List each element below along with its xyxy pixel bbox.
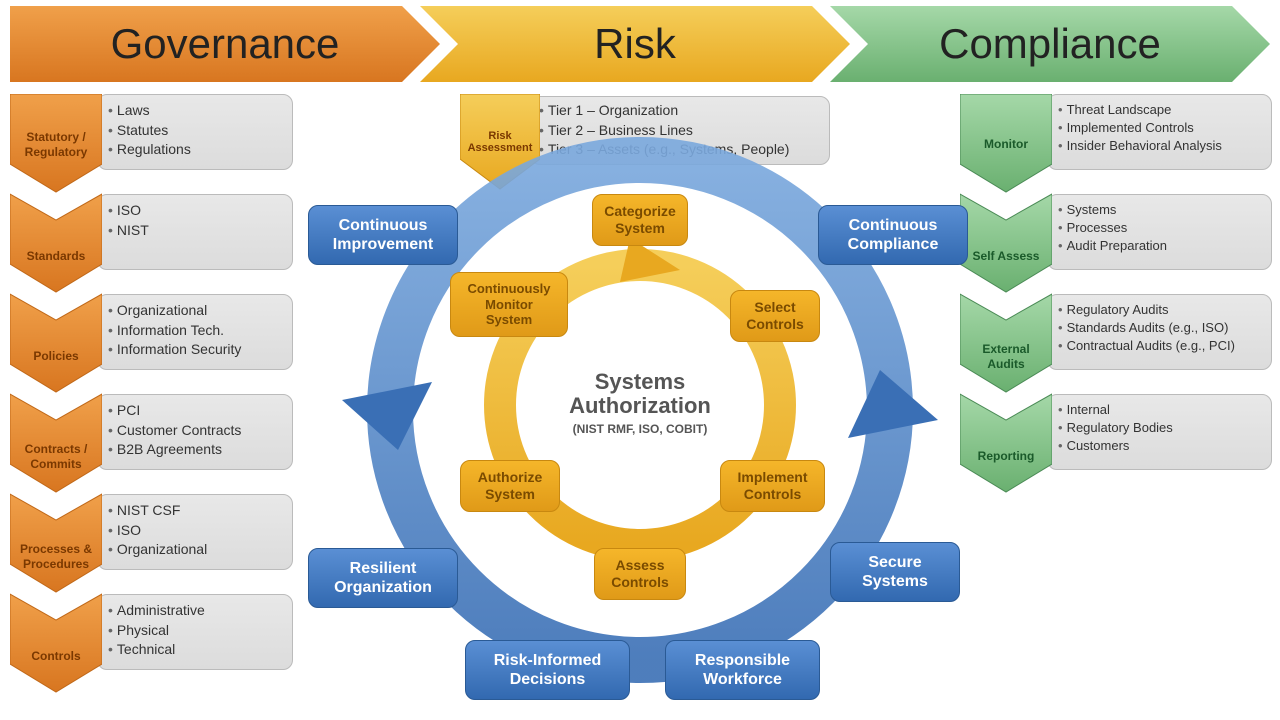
- compliance-detail-box: SystemsProcessesAudit Preparation: [1047, 194, 1272, 270]
- governance-detail-box: ISONIST: [97, 194, 293, 270]
- bullet-item: Regulations: [108, 140, 282, 160]
- bullet-item: B2B Agreements: [108, 440, 282, 460]
- bullet-item: Insider Behavioral Analysis: [1058, 137, 1261, 155]
- bullet-item: ISO: [108, 521, 282, 541]
- blue-secure-systems: Secure Systems: [830, 542, 960, 602]
- bullet-item: Regulatory Bodies: [1058, 419, 1261, 437]
- bullet-item: Administrative: [108, 601, 282, 621]
- governance-detail-box: PCICustomer ContractsB2B Agreements: [97, 394, 293, 470]
- blue-responsible-workforce: Responsible Workforce: [665, 640, 820, 700]
- orange-categorize: Categorize System: [592, 194, 688, 246]
- bullet-item: PCI: [108, 401, 282, 421]
- bullet-item: Regulatory Audits: [1058, 301, 1261, 319]
- bullet-item: Organizational: [108, 301, 282, 321]
- header-compliance-label: Compliance: [939, 20, 1161, 68]
- orange-select: Select Controls: [730, 290, 820, 342]
- governance-chevron-label: Processes & Procedures: [11, 514, 101, 599]
- bullet-item: Customers: [1058, 437, 1261, 455]
- bullet-item: Contractual Audits (e.g., PCI): [1058, 337, 1261, 355]
- blue-continuous-compliance: Continuous Compliance: [818, 205, 968, 265]
- bullet-item: Tier 1 – Organization: [539, 101, 821, 121]
- compliance-detail-box: InternalRegulatory BodiesCustomers: [1047, 394, 1272, 470]
- governance-chevron-label: Standards: [11, 214, 101, 299]
- blue-risk-informed-decisions: Risk-Informed Decisions: [465, 640, 630, 700]
- orange-authorize: Authorize System: [460, 460, 560, 512]
- blue-continuous-improvement: Continuous Improvement: [308, 205, 458, 265]
- bullet-item: Threat Landscape: [1058, 101, 1261, 119]
- bullet-item: Technical: [108, 640, 282, 660]
- center-label: Systems Authorization (NIST RMF, ISO, CO…: [540, 370, 740, 436]
- governance-chevron-label: Controls: [11, 614, 101, 699]
- governance-detail-box: NIST CSFISOOrganizational: [97, 494, 293, 570]
- compliance-detail-box: Regulatory AuditsStandards Audits (e.g.,…: [1047, 294, 1272, 370]
- header-compliance: Compliance: [830, 6, 1270, 82]
- governance-detail-box: AdministrativePhysicalTechnical: [97, 594, 293, 670]
- bullet-item: NIST: [108, 221, 282, 241]
- bullet-item: Systems: [1058, 201, 1261, 219]
- bullet-item: Internal: [1058, 401, 1261, 419]
- bullet-item: Audit Preparation: [1058, 237, 1261, 255]
- compliance-detail-box: Threat LandscapeImplemented ControlsInsi…: [1047, 94, 1272, 170]
- bullet-item: Information Security: [108, 340, 282, 360]
- governance-chevron-label: Policies: [11, 314, 101, 399]
- orange-implement: Implement Controls: [720, 460, 825, 512]
- bullet-item: Information Tech.: [108, 321, 282, 341]
- governance-chevron-label: Statutory / Regulatory: [11, 102, 101, 187]
- center-title: Systems Authorization: [540, 370, 740, 418]
- bullet-item: Processes: [1058, 219, 1261, 237]
- bullet-item: Organizational: [108, 540, 282, 560]
- header-risk: Risk: [420, 6, 850, 82]
- bullet-item: Customer Contracts: [108, 421, 282, 441]
- bullet-item: NIST CSF: [108, 501, 282, 521]
- bullet-item: Physical: [108, 621, 282, 641]
- orange-monitor: Continuously Monitor System: [450, 272, 568, 337]
- bullet-item: Implemented Controls: [1058, 119, 1261, 137]
- header-governance: Governance: [10, 6, 440, 82]
- blue-resilient-organization: Resilient Organization: [308, 548, 458, 608]
- governance-chevron-label: Contracts / Commits: [11, 414, 101, 499]
- orange-assess: Assess Controls: [594, 548, 686, 600]
- bullet-item: Statutes: [108, 121, 282, 141]
- header-risk-label: Risk: [594, 20, 676, 68]
- bullet-item: ISO: [108, 201, 282, 221]
- header-governance-label: Governance: [111, 20, 340, 68]
- bullet-item: Standards Audits (e.g., ISO): [1058, 319, 1261, 337]
- governance-detail-box: LawsStatutesRegulations: [97, 94, 293, 170]
- center-subtitle: (NIST RMF, ISO, COBIT): [540, 422, 740, 436]
- bullet-item: Laws: [108, 101, 282, 121]
- governance-detail-box: OrganizationalInformation Tech.Informati…: [97, 294, 293, 370]
